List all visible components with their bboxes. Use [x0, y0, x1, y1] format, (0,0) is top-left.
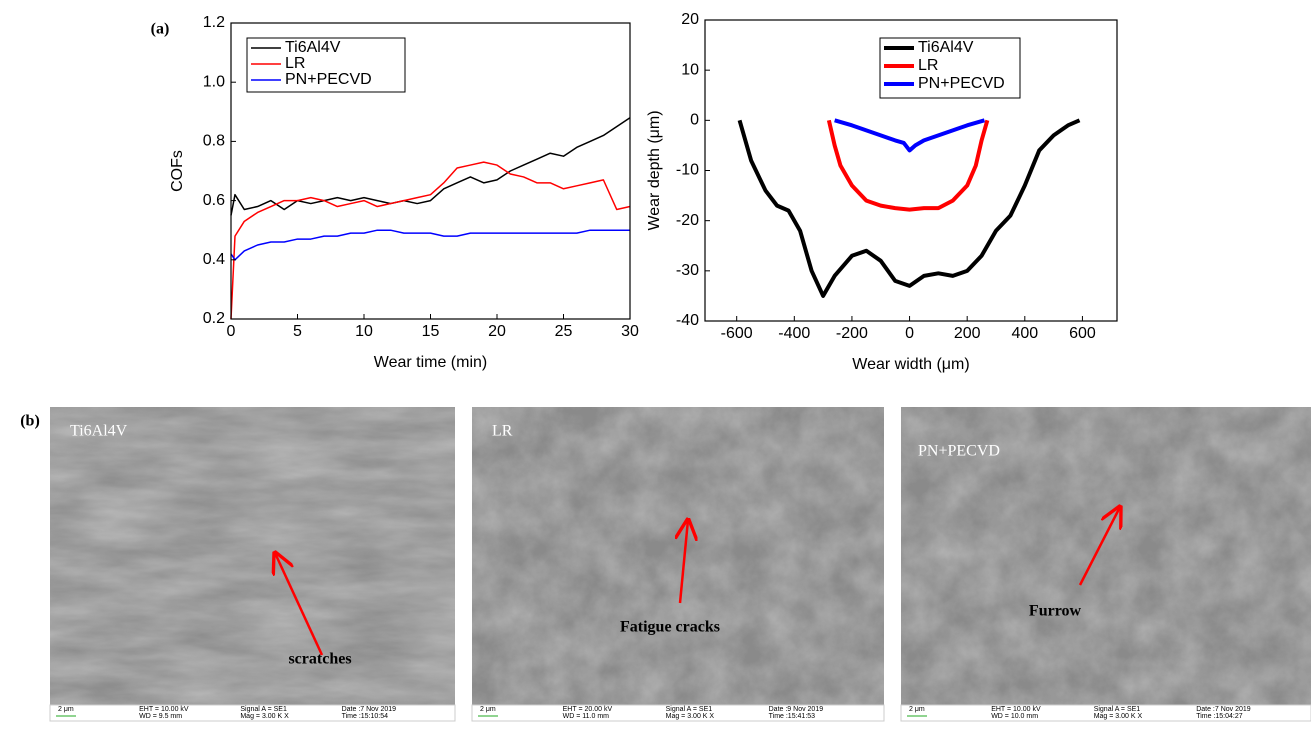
- info-text: Mag = 3.00 K X: [1094, 713, 1143, 720]
- y-tick-label: 1.0: [203, 73, 225, 90]
- x-tick-label: 25: [555, 323, 573, 340]
- scale-label: 2 μm: [909, 706, 925, 713]
- x-tick-label: -200: [836, 325, 868, 342]
- x-tick-label: 600: [1069, 325, 1096, 342]
- info-text: WD = 10.0 mm: [991, 713, 1038, 720]
- x-tick-label: 0: [905, 325, 914, 342]
- y-tick-label: -40: [676, 312, 699, 329]
- annotation-arrow: [1078, 507, 1120, 586]
- data-line: [834, 118, 986, 153]
- x-tick-label: 20: [488, 323, 506, 340]
- y-axis-label: COFs: [169, 150, 186, 192]
- legend-box: [246, 37, 406, 93]
- y-tick-label: 0.8: [203, 133, 225, 150]
- data-line: [826, 119, 990, 212]
- x-tick-label: 15: [422, 323, 440, 340]
- info-text: Time :15:04:27: [1196, 713, 1243, 720]
- data-line: [230, 229, 630, 261]
- info-text: Mag = 3.00 K X: [666, 713, 715, 720]
- panel-label: (b): [20, 413, 40, 430]
- panel-label: (a): [151, 21, 170, 38]
- info-bar: [49, 704, 456, 722]
- data-line: [737, 118, 1081, 298]
- sem-texture: [472, 407, 884, 705]
- sem-texture: [901, 407, 1311, 705]
- info-text: Time :15:10:54: [342, 713, 389, 720]
- annotation: Furrow: [1029, 603, 1082, 620]
- y-tick-label: 0.6: [203, 192, 225, 209]
- info-text: EHT = 20.00 kV: [563, 706, 613, 713]
- image-label: LR: [492, 423, 513, 440]
- x-tick-label: 10: [355, 323, 373, 340]
- info-text: EHT = 10.00 kV: [139, 706, 189, 713]
- info-text: Date :7 Nov 2019: [1196, 706, 1251, 713]
- info-text: Mag = 3.00 K X: [240, 713, 289, 720]
- info-text: Date :9 Nov 2019: [769, 706, 824, 713]
- legend-label: PN+PECVD: [285, 71, 372, 88]
- data-line: [230, 117, 631, 216]
- x-tick-label: -400: [778, 325, 810, 342]
- annotation-arrow: [680, 520, 688, 604]
- legend-label: Ti6Al4V: [285, 39, 341, 56]
- annotation: scratches: [288, 651, 351, 668]
- x-tick-label: 200: [954, 325, 981, 342]
- info-text: Signal A = SE1: [666, 706, 713, 713]
- x-tick-label: 400: [1011, 325, 1038, 342]
- info-text: Date :7 Nov 2019: [342, 706, 397, 713]
- info-text: Time :15:41:53: [769, 713, 816, 720]
- scale-label: 2 μm: [480, 706, 496, 713]
- y-tick-label: 0: [690, 112, 699, 129]
- annotation-arrow: [275, 553, 324, 656]
- y-tick-label: -10: [676, 162, 699, 179]
- legend-label: LR: [285, 55, 305, 72]
- y-tick-label: -20: [676, 212, 699, 229]
- legend-label: PN+PECVD: [918, 75, 1005, 92]
- x-tick-label: -600: [721, 325, 753, 342]
- y-axis-label: Wear depth (μm): [646, 110, 663, 230]
- y-tick-label: -30: [676, 262, 699, 279]
- info-text: EHT = 10.00 kV: [991, 706, 1041, 713]
- annotation: Fatigue cracks: [620, 619, 720, 636]
- x-tick-label: 0: [227, 323, 236, 340]
- info-text: WD = 11.0 mm: [563, 713, 610, 720]
- x-tick-label: 5: [293, 323, 302, 340]
- y-tick-label: 0.4: [203, 251, 225, 268]
- info-bar: [900, 704, 1311, 722]
- image-label: Ti6Al4V: [70, 423, 128, 440]
- x-tick-label: 30: [621, 323, 639, 340]
- sem-texture: [50, 407, 455, 705]
- x-axis-label: Wear time (min): [374, 354, 488, 371]
- info-text: WD = 9.5 mm: [139, 713, 182, 720]
- y-tick-label: 0.2: [203, 310, 225, 327]
- info-text: Signal A = SE1: [1094, 706, 1141, 713]
- info-text: Signal A = SE1: [240, 706, 287, 713]
- scale-label: 2 μm: [58, 706, 74, 713]
- image-label: PN+PECVD: [918, 443, 1000, 460]
- info-bar: [471, 704, 885, 722]
- legend-label: LR: [918, 57, 938, 74]
- x-axis-label: Wear width (μm): [852, 356, 969, 373]
- data-line: [230, 161, 631, 320]
- y-tick-label: 10: [681, 61, 699, 78]
- y-tick-label: 1.2: [203, 14, 225, 31]
- y-tick-label: 20: [681, 11, 699, 28]
- legend-label: Ti6Al4V: [918, 39, 974, 56]
